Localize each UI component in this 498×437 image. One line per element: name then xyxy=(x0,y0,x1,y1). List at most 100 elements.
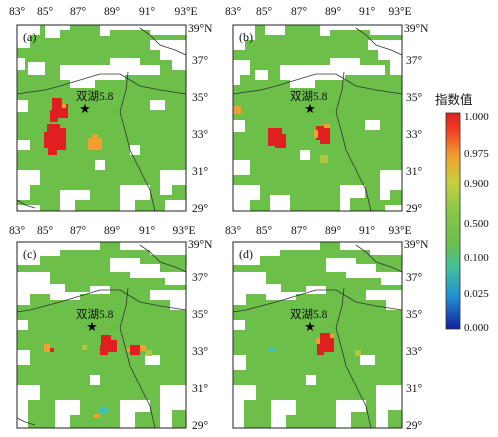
y-tick-labels-bottom-left: 39°N 37° 35° 33° 31° 29° xyxy=(188,239,213,432)
no-data-patches xyxy=(233,242,402,428)
map-background xyxy=(17,25,186,211)
y-tick: 29° xyxy=(192,203,209,215)
map-panel-b: (b) 双湖5.8 ★ xyxy=(232,24,403,212)
y-tick: 35° xyxy=(192,92,209,104)
map-frame xyxy=(232,24,403,212)
colorbar-title: 指数值 xyxy=(435,92,473,107)
y-tick: 37° xyxy=(406,272,423,284)
y-tick: 39°N xyxy=(188,239,213,251)
x-tick: 89° xyxy=(104,6,121,18)
x-tick: 83° xyxy=(225,6,242,18)
x-tick: 91° xyxy=(139,225,156,237)
y-tick: 33° xyxy=(406,129,423,141)
boundary-lines xyxy=(16,244,187,429)
x-tick: 93°E xyxy=(388,6,411,18)
x-tick: 85° xyxy=(37,225,54,237)
x-tick: 93°E xyxy=(174,6,197,18)
boundary-lines xyxy=(16,27,187,212)
map-frame xyxy=(16,241,187,429)
x-tick: 91° xyxy=(139,6,156,18)
no-data-patches xyxy=(233,25,402,211)
map-frame xyxy=(232,241,403,429)
x-tick: 93°E xyxy=(388,225,411,237)
event-label: 双湖5.8 xyxy=(76,307,114,321)
x-tick: 89° xyxy=(325,6,342,18)
no-data-patches xyxy=(17,25,186,211)
event-label: 双湖5.8 xyxy=(290,307,328,321)
y-tick: 37° xyxy=(192,55,209,67)
panel-label: (c) xyxy=(23,247,36,261)
x-tick: 93°E xyxy=(172,225,195,237)
y-tick-labels-top-right: 39°N 37° 35° 33° 31° 29° xyxy=(404,23,429,215)
map-panel-c: (c) 双湖5.8 ★ xyxy=(16,241,187,429)
colorbar-label: 1.000 xyxy=(464,111,489,123)
x-tick: 87° xyxy=(70,225,87,237)
event-label: 双湖5.8 xyxy=(290,89,328,103)
y-tick: 29° xyxy=(406,420,423,432)
y-tick: 35° xyxy=(406,92,423,104)
x-tick: 89° xyxy=(104,225,121,237)
boundary-lines xyxy=(232,244,403,429)
map-frame xyxy=(16,24,187,212)
panel-label: (a) xyxy=(23,30,36,44)
y-tick: 37° xyxy=(192,272,209,284)
y-tick: 35° xyxy=(406,309,423,321)
x-tick: 87° xyxy=(291,225,308,237)
map-panel-d: (d) 双湖5.8 ★ xyxy=(232,241,403,429)
panel-label: (d) xyxy=(239,247,253,261)
colorbar-label: 0.025 xyxy=(464,288,489,300)
map-panel-a: (a) 双湖5.8 ★ xyxy=(16,24,187,212)
panel-label: (b) xyxy=(239,30,253,44)
x-tick-labels-top-left: 83° 85° 87° 89° 91° 93°E xyxy=(9,6,198,18)
y-tick: 31° xyxy=(192,166,209,178)
y-tick-labels-top-left: 39°N 37° 35° 33° 31° 29° xyxy=(188,23,213,215)
y-tick: 37° xyxy=(406,55,423,67)
colorbar-label: 0.975 xyxy=(464,148,489,160)
y-tick: 31° xyxy=(192,383,209,395)
colorbar-label: 0.500 xyxy=(464,218,489,230)
x-tick: 89° xyxy=(325,225,342,237)
index-anomalies xyxy=(268,333,361,356)
index-anomalies xyxy=(44,335,152,418)
index-anomalies xyxy=(44,98,102,155)
epicenter-star-icon: ★ xyxy=(79,101,91,116)
colorbar: 指数值 1.000 0.975 0.900 0.500 0.100 0.025 … xyxy=(435,92,489,334)
y-tick: 39°N xyxy=(404,23,429,35)
x-tick: 85° xyxy=(256,6,273,18)
y-tick: 35° xyxy=(192,309,209,321)
colorbar-label: 0.000 xyxy=(464,322,489,334)
y-tick: 33° xyxy=(406,346,423,358)
x-tick-labels-mid-left: 83° 85° 87° 89° 91° 93°E xyxy=(9,225,196,237)
x-tick: 85° xyxy=(37,6,54,18)
y-tick: 31° xyxy=(406,383,423,395)
y-tick: 29° xyxy=(192,420,209,432)
epicenter-star-icon: ★ xyxy=(86,319,98,334)
no-data-patches xyxy=(17,242,186,428)
colorbar-ramp xyxy=(445,112,461,330)
x-tick: 83° xyxy=(9,6,26,18)
x-tick: 91° xyxy=(359,6,376,18)
epicenter-star-icon: ★ xyxy=(304,319,316,334)
y-tick: 29° xyxy=(406,203,423,215)
colorbar-label: 0.100 xyxy=(464,252,489,264)
y-tick: 39°N xyxy=(188,23,213,35)
x-tick: 87° xyxy=(70,6,87,18)
x-tick: 83° xyxy=(225,225,242,237)
x-tick: 85° xyxy=(256,225,273,237)
y-tick: 31° xyxy=(406,166,423,178)
x-tick: 87° xyxy=(291,6,308,18)
x-tick: 91° xyxy=(359,225,376,237)
boundary-lines xyxy=(232,27,403,212)
epicenter-star-icon: ★ xyxy=(304,101,316,116)
map-background xyxy=(233,25,402,211)
x-tick: 83° xyxy=(9,225,26,237)
event-label: 双湖5.8 xyxy=(76,89,114,103)
y-tick: 33° xyxy=(192,129,209,141)
y-tick: 39°N xyxy=(404,239,429,251)
index-anomalies xyxy=(233,106,330,163)
y-tick-labels-bottom-right: 39°N 37° 35° 33° 31° 29° xyxy=(404,239,429,432)
y-tick: 33° xyxy=(192,346,209,358)
x-tick-labels-top-right: 83° 85° 87° 89° 91° 93°E xyxy=(225,6,412,18)
colorbar-label: 0.900 xyxy=(464,178,489,190)
